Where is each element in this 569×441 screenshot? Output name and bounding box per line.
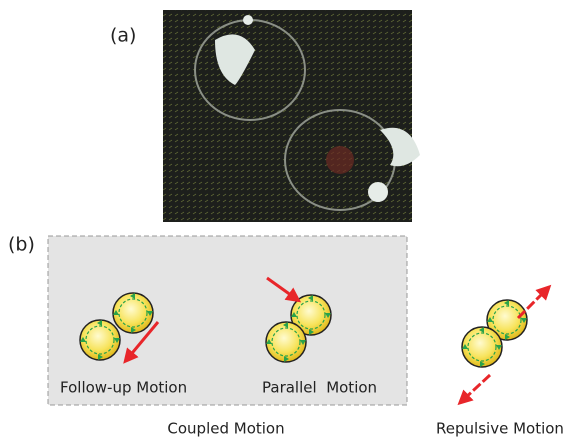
flow-image — [163, 10, 420, 222]
figure: (a) (b) Follow-up Motion Parallel Motion… — [0, 0, 569, 441]
motion-label: Follow-up Motion — [60, 379, 187, 397]
motion-label: Parallel Motion — [262, 379, 377, 397]
repulsive-balls — [462, 290, 546, 400]
panel-label: (a) — [110, 25, 136, 47]
group-title: Repulsive Motion — [436, 420, 564, 438]
group-title: Coupled Motion — [167, 420, 284, 438]
panel-label: (b) — [8, 234, 35, 256]
